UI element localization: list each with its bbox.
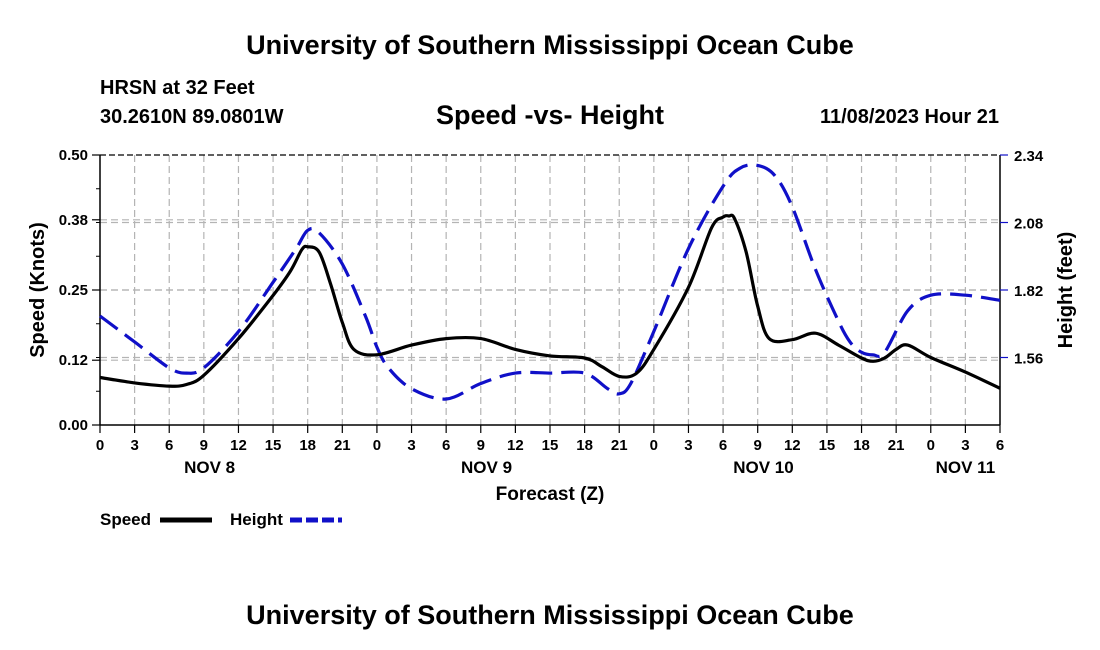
y2-tick-label: 1.56 bbox=[1014, 351, 1043, 368]
x-tick-label: 9 bbox=[754, 437, 762, 454]
y2-tick-label: 2.08 bbox=[1014, 216, 1043, 233]
x-tick-label: 3 bbox=[407, 437, 415, 454]
footer-title: University of Southern Mississippi Ocean… bbox=[246, 600, 854, 630]
x-tick-label: 15 bbox=[542, 437, 559, 454]
height-series-line bbox=[99, 163, 1001, 401]
x-tick-label: 6 bbox=[719, 437, 727, 454]
y-axis-title: Speed (Knots) bbox=[27, 222, 49, 358]
y-tick-label: 0.38 bbox=[59, 212, 88, 229]
x-tick-label: 3 bbox=[961, 437, 969, 454]
x-tick-label: 21 bbox=[888, 437, 905, 454]
main-title: University of Southern Mississippi Ocean… bbox=[246, 30, 854, 60]
x-tick-label: 15 bbox=[265, 437, 282, 454]
x-tick-label: 18 bbox=[853, 437, 870, 454]
x-tick-label: 0 bbox=[927, 437, 935, 454]
x-axis-title: Forecast (Z) bbox=[496, 484, 605, 505]
x-tick-label: 0 bbox=[650, 437, 658, 454]
y2-axis-title: Height (feet) bbox=[1055, 232, 1077, 349]
x-tick-label: 12 bbox=[507, 437, 524, 454]
day-label: NOV 8 bbox=[184, 458, 235, 477]
x-tick-label: 18 bbox=[299, 437, 316, 454]
day-label: NOV 10 bbox=[733, 458, 793, 477]
station-coordinates: 30.2610N 89.0801W bbox=[100, 106, 284, 128]
x-tick-label: 3 bbox=[684, 437, 692, 454]
x-tick-label: 6 bbox=[165, 437, 173, 454]
x-tick-label: 3 bbox=[130, 437, 138, 454]
x-tick-label: 18 bbox=[576, 437, 593, 454]
y2-tick-label: 1.82 bbox=[1014, 283, 1043, 300]
speed-series-line bbox=[99, 213, 1001, 390]
x-tick-label: 6 bbox=[442, 437, 450, 454]
x-tick-label: 0 bbox=[96, 437, 104, 454]
legend-height-label: Height bbox=[230, 510, 283, 529]
x-tick-label: 21 bbox=[611, 437, 628, 454]
forecast-datetime: 11/08/2023 Hour 21 bbox=[819, 106, 999, 128]
x-tick-label: 0 bbox=[373, 437, 381, 454]
x-tick-label: 6 bbox=[996, 437, 1004, 454]
x-tick-label: 12 bbox=[230, 437, 247, 454]
x-tick-label: 9 bbox=[477, 437, 485, 454]
y-tick-label: 0.50 bbox=[59, 147, 88, 164]
day-label: NOV 11 bbox=[936, 458, 996, 477]
station-label: HRSN at 32 Feet bbox=[100, 77, 255, 99]
x-tick-label: 12 bbox=[784, 437, 801, 454]
y-tick-label: 0.25 bbox=[59, 282, 88, 299]
x-tick-label: 15 bbox=[819, 437, 836, 454]
chart-subtitle: Speed -vs- Height bbox=[435, 100, 665, 130]
y-tick-label: 0.12 bbox=[59, 352, 88, 369]
legend-speed-label: Speed bbox=[100, 510, 151, 529]
x-tick-label: 9 bbox=[200, 437, 208, 454]
x-tick-label: 21 bbox=[334, 437, 351, 454]
y2-tick-label: 2.34 bbox=[1014, 148, 1044, 165]
day-label: NOV 9 bbox=[461, 458, 512, 477]
y-tick-label: 0.00 bbox=[59, 417, 88, 434]
